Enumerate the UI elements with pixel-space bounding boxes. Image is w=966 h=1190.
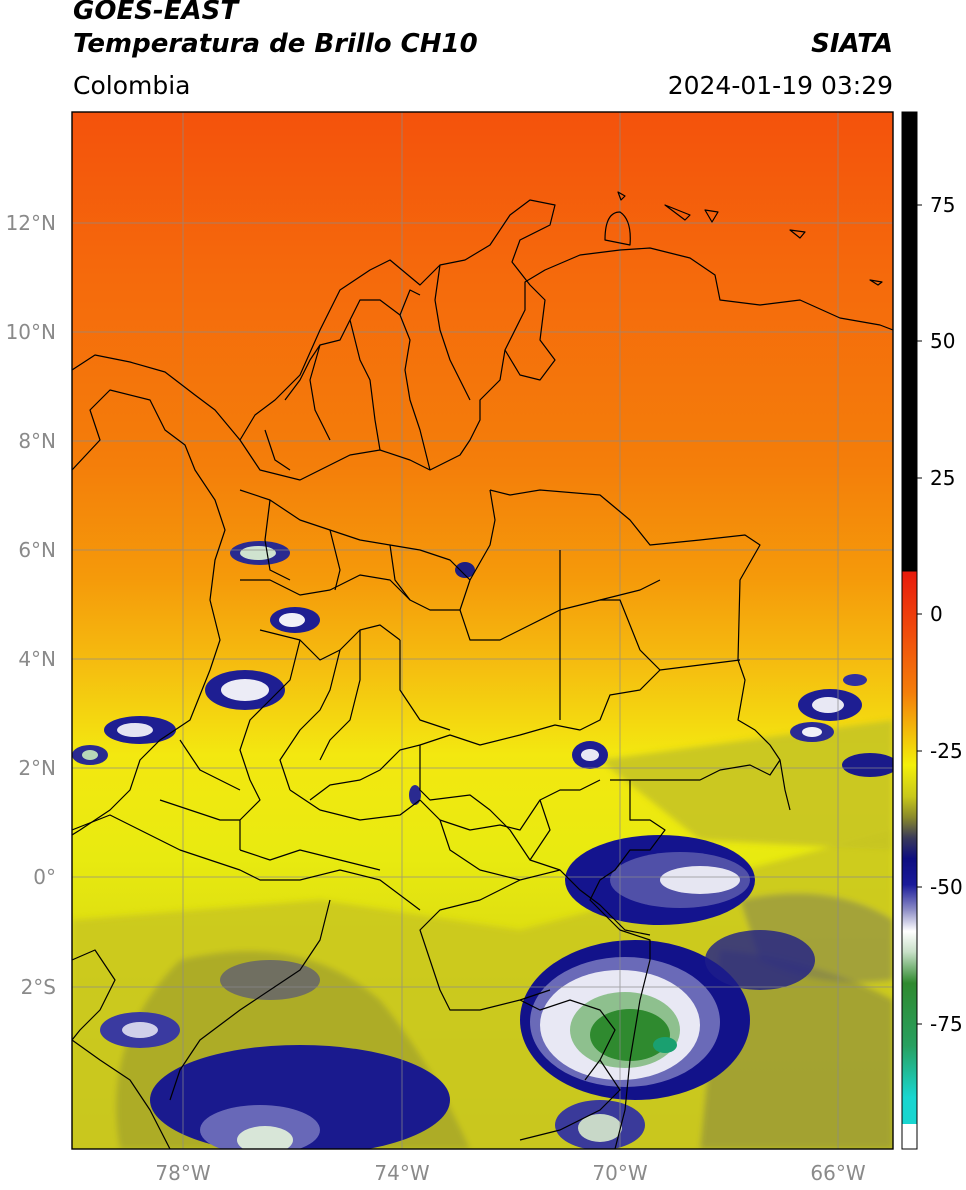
map-area <box>72 112 893 1149</box>
lon-tick-74W: 74°W <box>374 1161 429 1185</box>
graticule <box>72 112 893 1149</box>
colorbar: 75 50 25 0 -25 -50 -75 <box>901 111 963 1150</box>
lat-tick-0: 0° <box>33 865 56 889</box>
coastlines-and-borders <box>72 191 893 1149</box>
lat-tick-6N: 6°N <box>18 538 56 562</box>
lat-tick-8N: 8°N <box>18 429 56 453</box>
convective-clusters <box>72 541 893 1149</box>
lat-tick-10N: 10°N <box>6 320 56 344</box>
lon-tick-78W: 78°W <box>155 1161 210 1185</box>
colorbar-tick-minus50: -50 <box>930 875 963 899</box>
region-label: Colombia <box>73 71 191 100</box>
lon-tick-66W: 66°W <box>810 1161 865 1185</box>
organization-label: SIATA <box>811 29 893 59</box>
satellite-title: GOES-EAST <box>73 0 239 26</box>
colorbar-tick-minus75: -75 <box>930 1012 963 1036</box>
lon-tick-70W: 70°W <box>592 1161 647 1185</box>
colorbar-tick-75: 75 <box>930 193 955 217</box>
colorbar-tick-minus25: -25 <box>930 739 963 763</box>
lat-tick-4N: 4°N <box>18 647 56 671</box>
colorbar-tick-0: 0 <box>930 602 943 626</box>
colorbar-tick-25: 25 <box>930 466 955 490</box>
colorbar-tick-50: 50 <box>930 329 955 353</box>
product-title: Temperatura de Brillo CH10 <box>73 29 478 59</box>
latitude-labels: 12°N 10°N 8°N 6°N 4°N 2°N 0° 2°S <box>6 211 56 999</box>
longitude-labels: 78°W 74°W 70°W 66°W <box>155 1161 865 1185</box>
colorbar-ramp <box>901 111 918 1150</box>
lat-tick-12N: 12°N <box>6 211 56 235</box>
map-frame <box>71 111 894 1150</box>
lat-tick-2S: 2°S <box>21 975 56 999</box>
datetime-label: 2024-01-19 03:29 <box>667 71 893 100</box>
lat-tick-2N: 2°N <box>18 756 56 780</box>
